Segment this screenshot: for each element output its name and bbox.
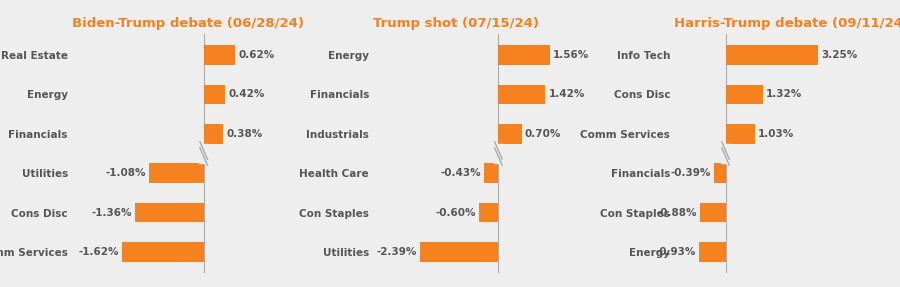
Bar [725,85,763,104]
Text: Harris-Trump debate (09/11/24): Harris-Trump debate (09/11/24) [674,18,900,30]
Text: 1.03%: 1.03% [758,129,794,139]
Bar [135,203,203,222]
Text: -0.60%: -0.60% [435,208,475,218]
Bar [499,85,545,104]
Text: 0.38%: 0.38% [226,129,262,139]
Text: Biden-Trump debate (06/28/24): Biden-Trump debate (06/28/24) [72,18,304,30]
Bar [715,163,725,183]
Text: Trump shot (07/15/24): Trump shot (07/15/24) [374,18,539,30]
Bar [479,203,499,222]
Text: -2.39%: -2.39% [376,247,417,257]
Bar [700,203,725,222]
Text: 3.25%: 3.25% [821,50,858,60]
Text: 1.32%: 1.32% [766,90,803,100]
Bar [721,144,730,163]
Bar [149,163,203,183]
Bar [499,124,521,144]
Bar [419,242,499,262]
Text: -1.62%: -1.62% [78,247,119,257]
Text: 0.70%: 0.70% [525,129,561,139]
Bar [122,242,203,262]
Text: -0.39%: -0.39% [670,168,711,178]
Bar [199,144,208,163]
Text: -0.43%: -0.43% [440,168,482,178]
Text: 0.42%: 0.42% [228,90,265,100]
Bar [699,242,725,262]
Bar [203,45,235,65]
Bar [725,45,818,65]
Text: -0.88%: -0.88% [657,208,698,218]
Text: 0.62%: 0.62% [238,50,274,60]
Text: -1.36%: -1.36% [91,208,131,218]
Bar [499,45,550,65]
Bar [203,85,225,104]
Bar [725,124,755,144]
Text: 1.42%: 1.42% [548,90,585,100]
Text: 1.56%: 1.56% [553,50,590,60]
Text: -1.08%: -1.08% [105,168,146,178]
Bar [203,124,223,144]
Bar [484,163,499,183]
Text: -0.93%: -0.93% [655,247,696,257]
Bar [494,144,503,163]
